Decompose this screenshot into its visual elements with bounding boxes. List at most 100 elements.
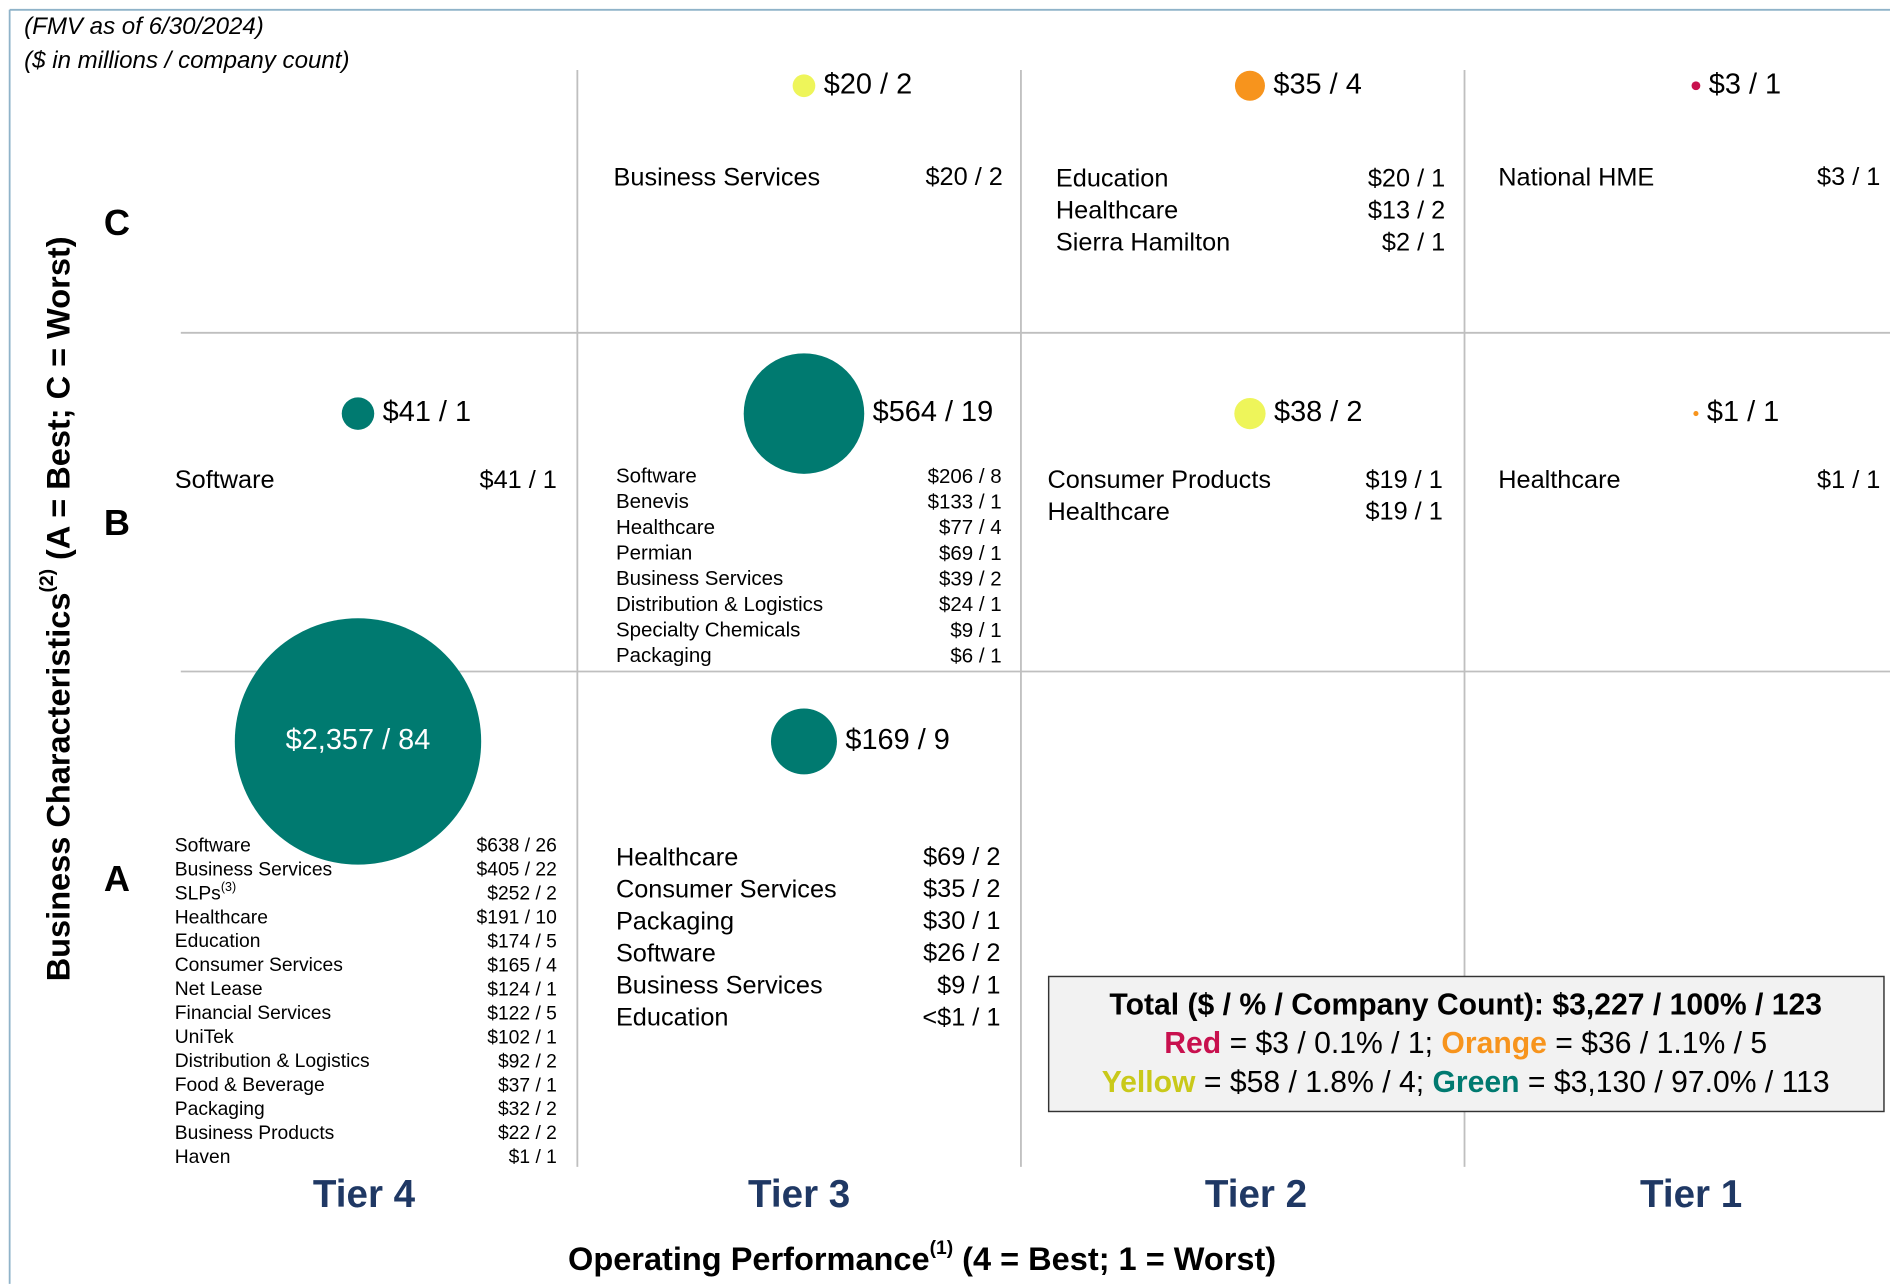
item-name: Software <box>175 466 275 494</box>
item-name: Business Products <box>175 1123 335 1144</box>
bubble-label: $20 / 2 <box>824 68 912 100</box>
item-name: Net Lease <box>175 979 263 1000</box>
row-label: A <box>104 858 130 899</box>
item-name-text: Software <box>175 835 251 856</box>
item-name: Education <box>1056 164 1169 192</box>
total-line: Yellow = $58 / 1.8% / 4; Green = $3,130 … <box>1102 1066 1830 1099</box>
item-name: UniTek <box>175 1027 234 1048</box>
row-label: B <box>104 502 130 543</box>
item-value: $252 / 2 <box>487 883 557 904</box>
item-name-text: Packaging <box>616 645 712 668</box>
bubble-label: $38 / 2 <box>1274 396 1362 428</box>
x-axis-title: Operating Performance(1) (4 = Best; 1 = … <box>568 1238 1276 1277</box>
item-value: $39 / 2 <box>939 568 1002 591</box>
item-name-text: Healthcare <box>1047 498 1169 526</box>
bubble <box>770 708 837 775</box>
legend-green: Green <box>1432 1066 1519 1099</box>
header-line: ($ in millions / company count) <box>24 47 349 74</box>
bubble-label: $2,357 / 84 <box>286 724 431 756</box>
item-value: $20 / 1 <box>1368 164 1445 192</box>
item-value: $1 / 1 <box>1817 466 1880 494</box>
item-name-text: Distribution & Logistics <box>175 1051 370 1072</box>
legend-text: = $3 / 0.1% / 1; <box>1221 1027 1441 1060</box>
item-name-text: Business Products <box>175 1123 335 1144</box>
item-value: $133 / 1 <box>928 491 1002 514</box>
item-value: $22 / 2 <box>498 1123 557 1144</box>
bubble <box>234 618 482 865</box>
item-name: Software <box>175 835 251 856</box>
item-name: SLPs(3) <box>175 881 236 905</box>
bubble-label: $169 / 9 <box>845 724 949 756</box>
item-name-text: Software <box>616 939 716 967</box>
item-name: Packaging <box>616 645 712 668</box>
legend-red: Red <box>1164 1027 1221 1060</box>
title-text: (4 = Best; 1 = Worst) <box>953 1241 1276 1277</box>
row-label: C <box>104 202 130 243</box>
item-name: Consumer Services <box>175 955 343 976</box>
item-value: $20 / 2 <box>925 163 1002 191</box>
bubble-label: $35 / 4 <box>1273 68 1361 100</box>
item-value: $26 / 2 <box>923 939 1000 967</box>
item-name-text: Healthcare <box>1056 196 1178 224</box>
item-name: Business Services <box>616 971 823 999</box>
item-name: Education <box>616 1003 729 1031</box>
item-name-text: Healthcare <box>1498 466 1620 494</box>
item-name: Healthcare <box>1498 466 1620 494</box>
item-value: $77 / 4 <box>939 516 1002 539</box>
grid <box>180 70 1890 1167</box>
item-name: Distribution & Logistics <box>616 593 823 616</box>
item-name: National HME <box>1498 163 1654 191</box>
item-value: $174 / 5 <box>487 931 557 952</box>
item-value: $191 / 10 <box>477 907 557 928</box>
item-name-text: Education <box>616 1003 729 1031</box>
bubble <box>1234 70 1265 101</box>
bubble <box>1693 411 1699 417</box>
item-value: $3 / 1 <box>1817 163 1880 191</box>
item-value: $102 / 1 <box>487 1027 557 1048</box>
item-name-text: Specialty Chemicals <box>616 619 800 642</box>
item-name: Healthcare <box>616 843 738 871</box>
bubble <box>1234 397 1266 430</box>
item-value: $165 / 4 <box>487 955 557 976</box>
item-name-text: Consumer Services <box>616 875 837 903</box>
total-line: Total ($ / % / Company Count): $3,227 / … <box>1109 989 1822 1022</box>
superscript: (3) <box>221 881 236 895</box>
item-name-text: Business Services <box>614 163 821 191</box>
item-name: Financial Services <box>175 1003 331 1024</box>
item-name: Education <box>175 931 261 952</box>
item-name-text: Permian <box>616 542 692 565</box>
item-value: $9 / 1 <box>937 971 1000 999</box>
item-name-text: UniTek <box>175 1027 234 1048</box>
title-text: Business Characteristics <box>40 593 76 982</box>
item-name: Sierra Hamilton <box>1056 228 1230 256</box>
item-name: Healthcare <box>175 907 268 928</box>
bubble-label: $564 / 19 <box>873 396 994 428</box>
total-box <box>1047 975 1885 1113</box>
column-label: Tier 3 <box>748 1173 850 1216</box>
total-line: Red = $3 / 0.1% / 1; Orange = $36 / 1.1%… <box>1164 1027 1767 1060</box>
bubble <box>1691 81 1701 91</box>
item-value: $19 / 1 <box>1365 498 1442 526</box>
item-name: Specialty Chemicals <box>616 619 800 642</box>
item-name: Packaging <box>616 907 734 935</box>
item-name: Software <box>616 939 716 967</box>
item-name: Packaging <box>175 1099 265 1120</box>
item-value: $30 / 1 <box>923 907 1000 935</box>
item-name-text: Software <box>175 466 275 494</box>
item-value: $124 / 1 <box>487 979 557 1000</box>
item-value: <$1 / 1 <box>922 1003 1000 1031</box>
header-line: (FMV as of 6/30/2024) <box>24 13 264 40</box>
legend-orange: Orange <box>1441 1027 1546 1060</box>
item-name-text: Financial Services <box>175 1003 331 1024</box>
item-name: Consumer Products <box>1047 466 1271 494</box>
item-value: $13 / 2 <box>1368 196 1445 224</box>
item-value: $24 / 1 <box>939 593 1002 616</box>
item-value: $19 / 1 <box>1365 466 1442 494</box>
item-name: Consumer Services <box>616 875 837 903</box>
item-name: Permian <box>616 542 692 565</box>
item-name-text: Consumer Services <box>175 955 343 976</box>
item-value: $638 / 26 <box>477 835 557 856</box>
item-name-text: Food & Beverage <box>175 1075 325 1096</box>
item-value: $6 / 1 <box>950 645 1001 668</box>
